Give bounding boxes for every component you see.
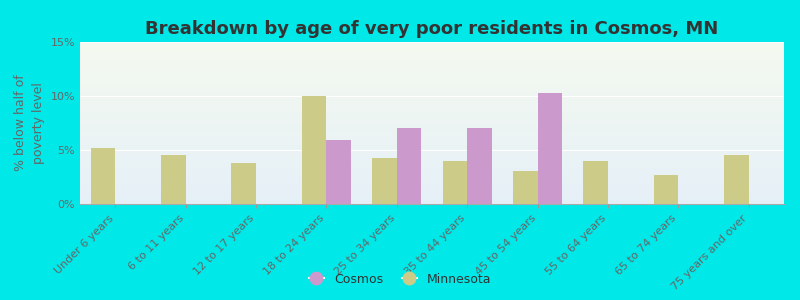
Bar [538, 93, 562, 204]
Bar [161, 155, 186, 204]
Bar [397, 128, 422, 204]
Y-axis label: % below half of
poverty level: % below half of poverty level [14, 75, 45, 171]
Bar [372, 158, 397, 204]
Bar [326, 140, 351, 204]
Bar [231, 163, 256, 204]
Title: Breakdown by age of very poor residents in Cosmos, MN: Breakdown by age of very poor residents … [146, 20, 718, 38]
Bar [513, 170, 538, 204]
Bar [583, 161, 608, 204]
Bar [90, 148, 115, 204]
Bar [302, 96, 326, 204]
Bar [724, 155, 749, 204]
Legend: Cosmos, Minnesota: Cosmos, Minnesota [304, 268, 496, 291]
Bar [467, 128, 492, 204]
Bar [654, 175, 678, 204]
Bar [442, 161, 467, 204]
